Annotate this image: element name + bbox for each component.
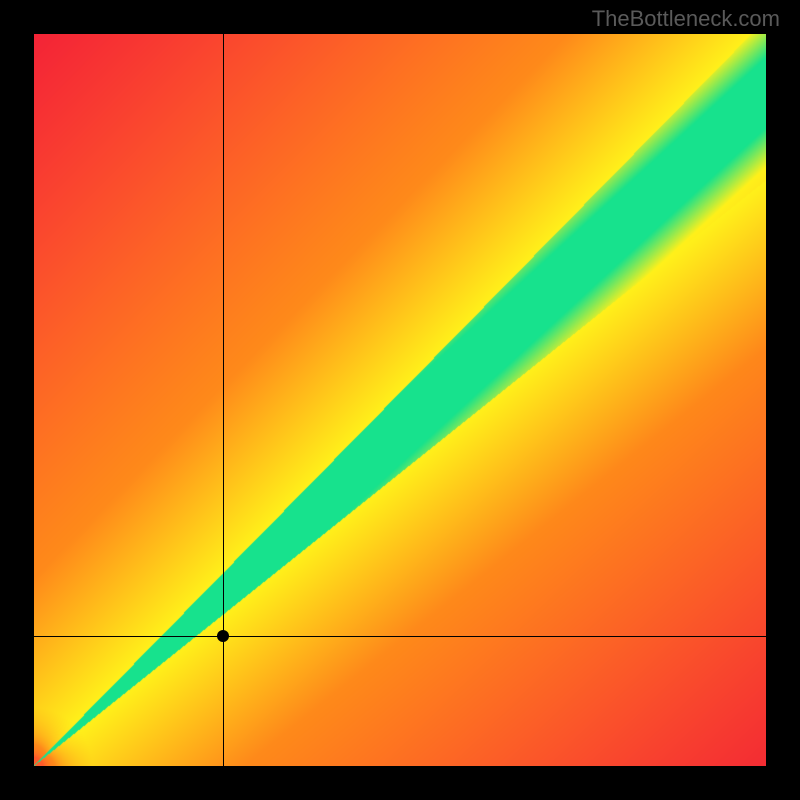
watermark-text: TheBottleneck.com bbox=[592, 6, 780, 32]
crosshair-vertical bbox=[223, 34, 224, 766]
heatmap-canvas bbox=[34, 34, 766, 766]
crosshair-horizontal bbox=[34, 636, 766, 637]
heatmap-plot bbox=[34, 34, 766, 766]
crosshair-marker bbox=[217, 630, 229, 642]
